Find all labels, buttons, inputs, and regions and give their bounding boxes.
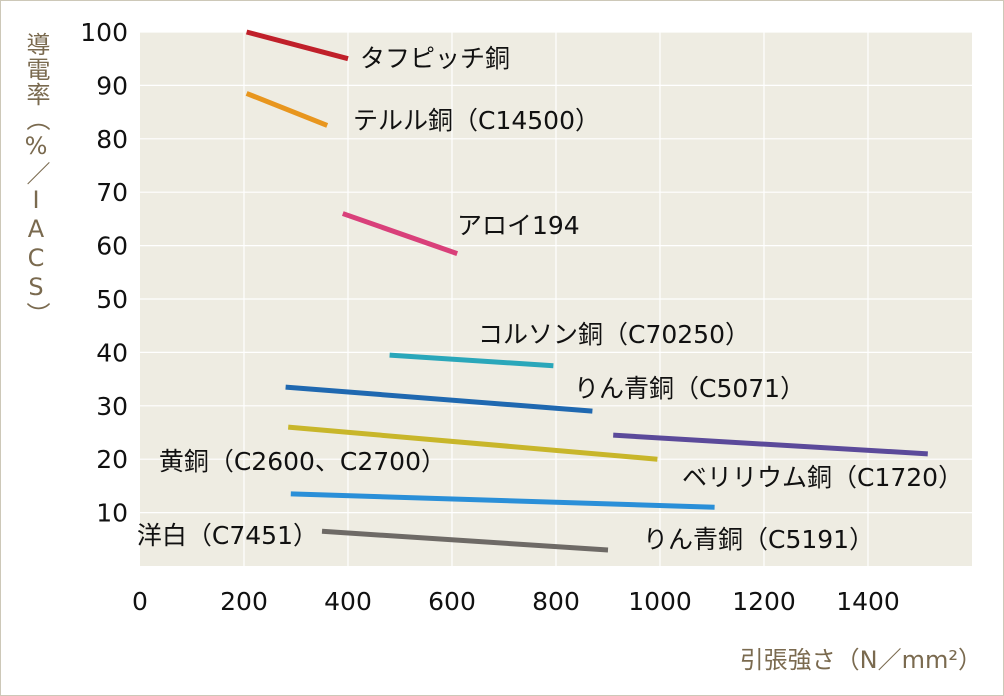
series-label: ベリリウム銅（C1720） xyxy=(682,463,963,492)
series-label: テルル銅（C14500） xyxy=(353,106,600,135)
y-tick-label: 90 xyxy=(96,71,128,100)
x-tick-label: 1200 xyxy=(732,587,796,616)
y-tick-label: 80 xyxy=(96,125,128,154)
series-line xyxy=(613,432,928,457)
x-tick-label: 200 xyxy=(220,587,268,616)
y-tick-label: 100 xyxy=(80,18,128,47)
y-axis-label: 導電率（%／IACS） xyxy=(22,32,50,327)
series-label: りん青銅（C5071） xyxy=(574,374,805,403)
series-label: 黄銅（C2600、C2700） xyxy=(159,447,446,476)
series-line xyxy=(245,29,349,62)
series-line xyxy=(290,491,715,510)
series-lines xyxy=(245,29,928,553)
series-line xyxy=(287,424,658,462)
series-line xyxy=(245,91,329,128)
series-label: アロイ194 xyxy=(457,211,580,240)
series-label: コルソン銅（C70250） xyxy=(478,320,750,349)
series-label: タフピッチ銅 xyxy=(360,44,510,73)
series-label: りん青銅（C5191） xyxy=(643,525,874,554)
series-line xyxy=(389,352,554,369)
x-tick-label: 0 xyxy=(132,587,148,616)
series-line xyxy=(285,384,593,414)
y-tick-label: 60 xyxy=(96,232,128,261)
x-axis-label: 引張強さ（N／mm²） xyxy=(739,646,982,674)
series-label: 洋白（C7451） xyxy=(137,521,318,550)
y-tick-label: 30 xyxy=(96,392,128,421)
x-tick-label: 400 xyxy=(324,587,372,616)
y-tick-label: 50 xyxy=(96,285,128,314)
x-tick-label: 1000 xyxy=(628,587,692,616)
series-line xyxy=(341,211,459,256)
series-line xyxy=(321,528,609,553)
y-tick-label: 10 xyxy=(96,499,128,528)
y-tick-label: 70 xyxy=(96,178,128,207)
y-tick-label: 40 xyxy=(96,338,128,367)
x-tick-label: 600 xyxy=(428,587,476,616)
x-tick-label: 1400 xyxy=(836,587,900,616)
x-tick-label: 800 xyxy=(532,587,580,616)
y-tick-label: 20 xyxy=(96,445,128,474)
